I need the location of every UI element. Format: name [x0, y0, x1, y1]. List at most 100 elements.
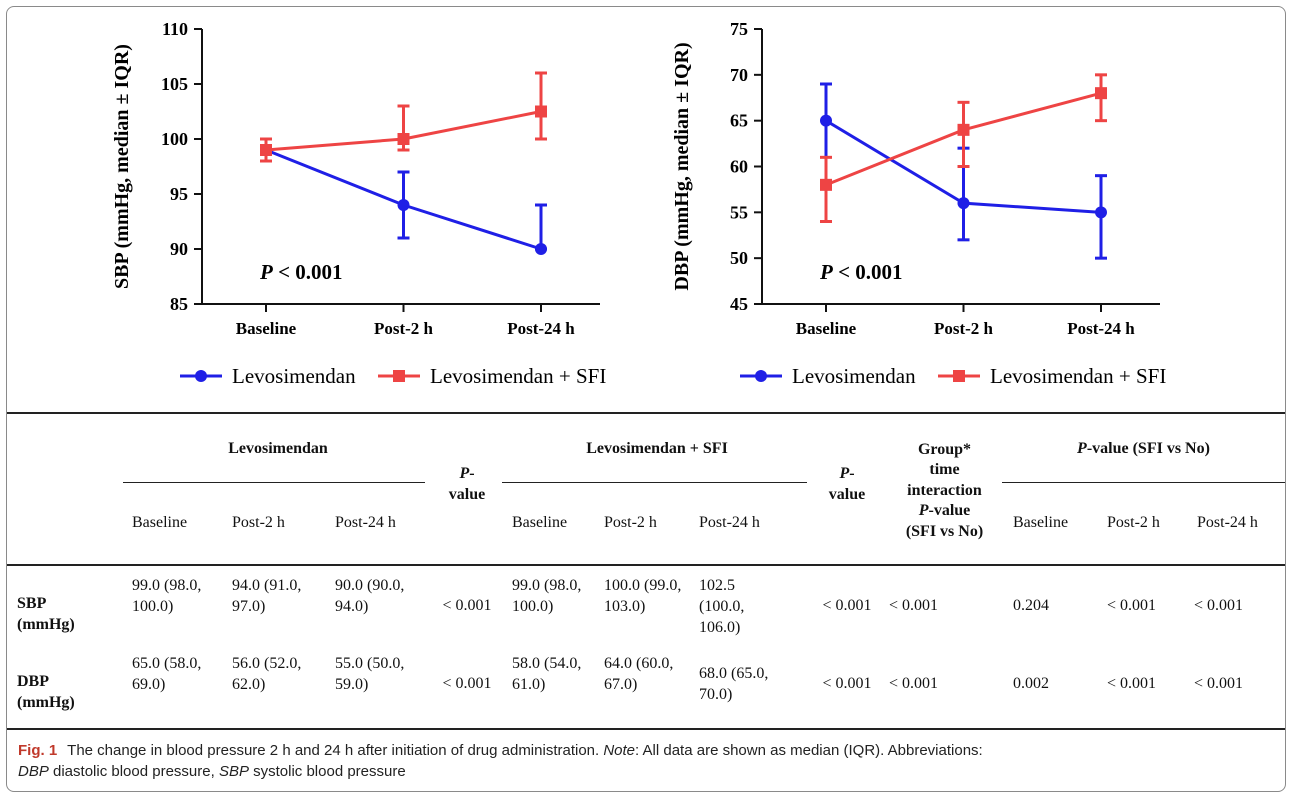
figure-caption: Fig. 1 The change in blood pressure 2 h a… [18, 742, 983, 780]
table-cell: 90.0 (90.0, 94.0) [335, 577, 405, 615]
figure-frame [6, 6, 1286, 792]
header-sfi-vs-no: P-value (SFI vs No) [1077, 440, 1210, 457]
legend-label-levosimendan: Levosimendan [232, 364, 356, 388]
table-cell: 99.0 (98.0, 100.0) [512, 577, 582, 615]
data-point [820, 178, 832, 191]
data-point [957, 197, 970, 210]
x-tick-label: Baseline [796, 319, 857, 338]
legend-marker-square [393, 370, 405, 382]
x-tick-label: Baseline [236, 319, 297, 338]
y-axis-title: DBP (mmHg, median ± IQR) [671, 42, 693, 290]
subheader-baseline: Baseline [1013, 514, 1069, 531]
legend-label-sfi: Levosimendan + SFI [430, 364, 606, 388]
legend-marker-square [953, 370, 965, 382]
table-cell: 68.0 (65.0, 70.0) [699, 665, 769, 703]
table-cell: 0.204 [1013, 597, 1049, 614]
table-cell: 64.0 (60.0, 67.0) [604, 655, 674, 693]
legend-marker-circle [755, 370, 767, 382]
header-rule-sfi-vs-no [1002, 482, 1285, 483]
p-value-text: < 0.001 [833, 260, 903, 284]
y-tick-label: 90 [170, 239, 188, 259]
subheader-baseline: Baseline [512, 514, 568, 531]
x-tick-label: Post-24 h [507, 319, 575, 338]
table-cell: 100.0 (99.0, 103.0) [604, 577, 682, 615]
table-bottom-rule [7, 728, 1285, 730]
data-point [535, 105, 547, 118]
table-cell: 94.0 (91.0, 97.0) [232, 577, 302, 615]
table-cell: 58.0 (54.0, 61.0) [512, 655, 582, 693]
table-cell: < 0.001 [1194, 675, 1244, 692]
header-levosimendan: Levosimendan [228, 440, 328, 457]
table-cell: < 0.001 [822, 675, 872, 692]
y-axis-title: SBP (mmHg, median ± IQR) [111, 44, 133, 289]
table-cell: < 0.001 [442, 675, 492, 692]
subheader-post2h: Post-2 h [232, 514, 285, 531]
x-tick-label: Post-24 h [1067, 319, 1135, 338]
table-cell: < 0.001 [1194, 597, 1244, 614]
table-cell: < 0.001 [822, 597, 872, 614]
results-table-body: Levosimendan P-value Levosimendan + SFI … [7, 414, 1285, 730]
table-cell: 102.5 (100.0, 106.0) [699, 577, 745, 636]
header-interaction: Group* time interaction P-value (SFI vs … [905, 441, 984, 540]
table-cell: < 0.001 [889, 597, 939, 614]
table-cell: 0.002 [1013, 675, 1049, 692]
x-tick-label: Post-2 h [374, 319, 434, 338]
data-point [1095, 206, 1107, 219]
legend-label-levosimendan: Levosimendan [792, 364, 916, 388]
header-bottom-rule [7, 564, 1285, 566]
table-cell: < 0.001 [1107, 597, 1157, 614]
table-cell: 56.0 (52.0, 62.0) [232, 655, 302, 693]
data-point [397, 199, 410, 211]
data-point [535, 243, 547, 255]
data-point [260, 144, 272, 156]
data-point [957, 123, 970, 136]
subheader-post24h: Post-24 h [699, 514, 760, 531]
sbp-legend: Levosimendan Levosimendan + SFI [180, 364, 606, 388]
header-p-value-2: P-value [828, 465, 866, 503]
subheader-post2h: Post-2 h [604, 514, 657, 531]
dbp-legend: Levosimendan Levosimendan + SFI [740, 364, 1166, 388]
p-italic: P [819, 260, 833, 284]
y-tick-label: 65 [730, 111, 748, 131]
table-cell: 55.0 (50.0, 59.0) [335, 655, 405, 693]
legend-marker-circle [195, 370, 207, 382]
subheader-baseline: Baseline [132, 514, 188, 531]
x-tick-label: Post-2 h [934, 319, 994, 338]
data-point [820, 114, 832, 127]
row-label-sbp: SBP (mmHg) [17, 595, 75, 633]
table-cell: < 0.001 [1107, 675, 1157, 692]
dbp-chart: 45 50 55 60 65 70 75 Baseline Post-2 h Post-24 h D… [671, 19, 1160, 338]
data-point [397, 133, 410, 145]
subheader-post24h: Post-24 h [335, 514, 396, 531]
y-tick-label: 75 [730, 19, 748, 39]
y-tick-label: 95 [170, 184, 188, 204]
y-tick-label: 70 [730, 65, 748, 85]
y-tick-label: 60 [730, 157, 748, 177]
header-rule-levosimendan [123, 482, 425, 483]
table-cell: < 0.001 [442, 597, 492, 614]
subheader-post2h: Post-2 h [1107, 514, 1160, 531]
y-tick-label: 100 [161, 129, 188, 149]
header-levosimendan-sfi: Levosimendan + SFI [586, 440, 728, 457]
y-tick-label: 105 [161, 74, 188, 94]
y-tick-label: 45 [730, 294, 748, 314]
subheader-post24h: Post-24 h [1197, 514, 1258, 531]
data-point [1095, 87, 1107, 100]
p-value-text: < 0.001 [273, 260, 343, 284]
y-tick-label: 85 [170, 294, 188, 314]
table-cell: 99.0 (98.0, 100.0) [132, 577, 202, 615]
y-tick-label: 55 [730, 202, 748, 222]
header-rule-sfi [502, 482, 807, 483]
header-p-value-1: P-value [448, 465, 486, 503]
y-tick-label: 50 [730, 248, 748, 268]
p-value-annotation: P < 0.001 [259, 260, 343, 284]
p-value-annotation: P < 0.001 [819, 260, 903, 284]
table-top-rule [7, 412, 1285, 414]
figure-label: Fig. 1 [18, 742, 58, 759]
legend-label-sfi: Levosimendan + SFI [990, 364, 1166, 388]
row-label-dbp: DBP (mmHg) [17, 673, 75, 711]
p-italic: P [259, 260, 273, 284]
table-cell: < 0.001 [889, 675, 939, 692]
sbp-chart: 85 90 95 100 105 110 Baseline Post-2 h Post-24 h… [111, 19, 600, 338]
table-cell: 65.0 (58.0, 69.0) [132, 655, 202, 693]
